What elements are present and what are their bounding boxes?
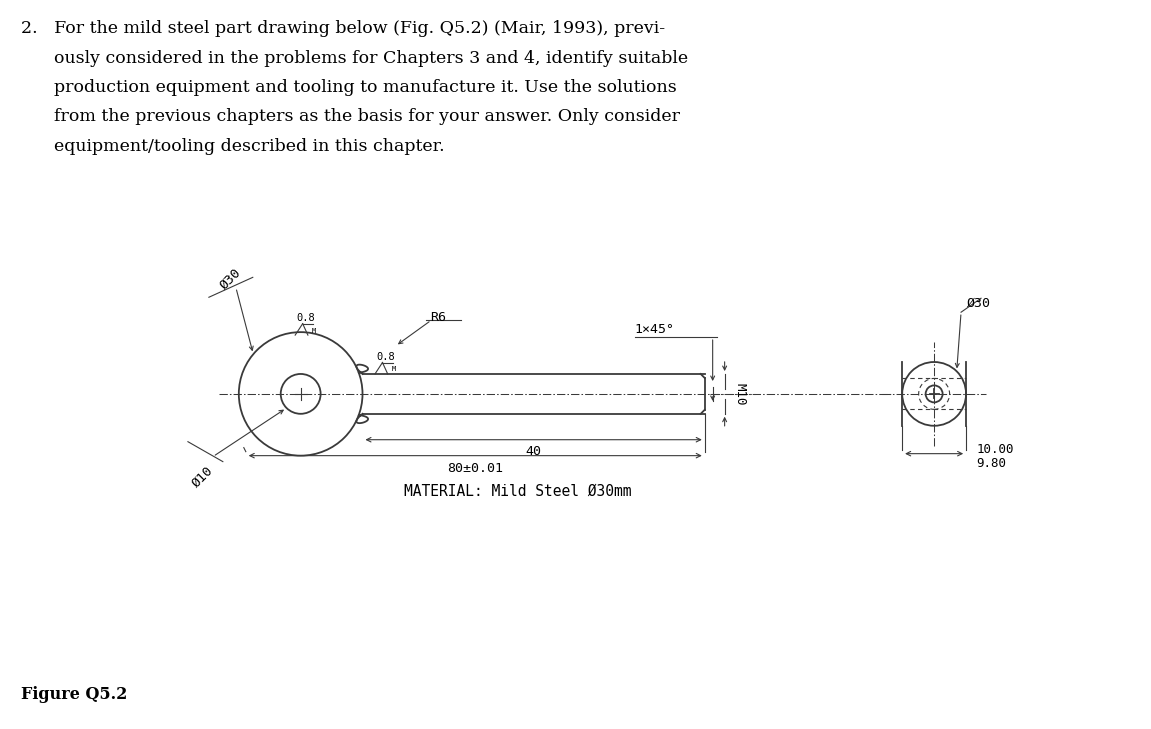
Text: Ø30: Ø30 [967,297,991,311]
Text: 0.8: 0.8 [296,313,315,323]
Text: Ø10: Ø10 [190,464,216,490]
Text: Ø30: Ø30 [218,266,244,292]
Text: equipment/tooling described in this chapter.: equipment/tooling described in this chap… [22,138,445,155]
Text: from the previous chapters as the basis for your answer. Only consider: from the previous chapters as the basis … [22,109,680,125]
Text: 80±0.01: 80±0.01 [448,461,503,475]
Text: R6: R6 [430,311,447,324]
Text: production equipment and tooling to manufacture it. Use the solutions: production equipment and tooling to manu… [22,79,677,96]
Text: 1×45°: 1×45° [635,323,674,336]
Text: MATERIAL: Mild Steel Ø30mm: MATERIAL: Mild Steel Ø30mm [404,483,632,499]
Text: ously considered in the problems for Chapters 3 and 4, identify suitable: ously considered in the problems for Cha… [22,50,688,67]
Text: 2.   For the mild steel part drawing below (Fig. Q5.2) (Mair, 1993), previ-: 2. For the mild steel part drawing below… [22,20,665,37]
Text: M10: M10 [733,383,746,405]
Text: M: M [391,367,396,373]
Text: 9.80: 9.80 [976,457,1006,470]
Text: 40: 40 [526,445,542,458]
Text: 0.8: 0.8 [376,351,395,362]
Text: Figure Q5.2: Figure Q5.2 [22,686,128,703]
Text: 10.00: 10.00 [976,443,1014,456]
Text: M: M [312,327,315,334]
